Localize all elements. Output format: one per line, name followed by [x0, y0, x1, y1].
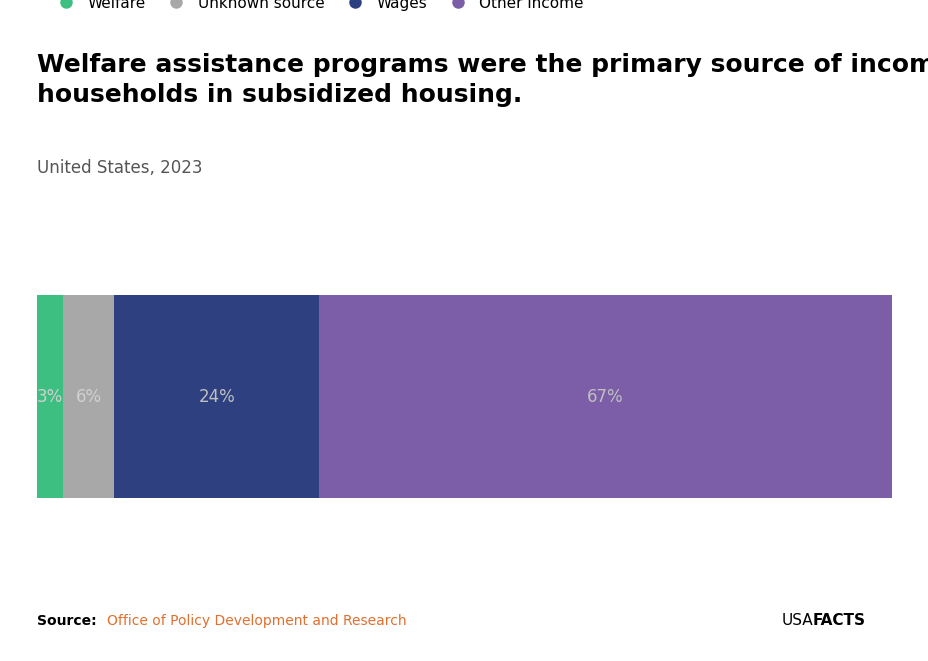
Text: Source:: Source:: [37, 614, 97, 628]
Text: United States, 2023: United States, 2023: [37, 159, 202, 176]
Text: 6%: 6%: [75, 387, 101, 406]
Text: 3%: 3%: [37, 387, 63, 406]
Legend: Welfare, Unknown source, Wages, Other income: Welfare, Unknown source, Wages, Other in…: [45, 0, 589, 17]
Text: 24%: 24%: [198, 387, 235, 406]
Text: Office of Policy Development and Research: Office of Policy Development and Researc…: [107, 614, 406, 628]
Text: 67%: 67%: [586, 387, 624, 406]
Text: FACTS: FACTS: [812, 613, 865, 628]
Text: USA: USA: [780, 613, 812, 628]
Text: Welfare assistance programs were the primary source of income for 3% of
househol: Welfare assistance programs were the pri…: [37, 53, 928, 106]
Bar: [37, 295, 63, 498]
Bar: [114, 295, 319, 498]
Bar: [319, 295, 891, 498]
Bar: [63, 295, 114, 498]
